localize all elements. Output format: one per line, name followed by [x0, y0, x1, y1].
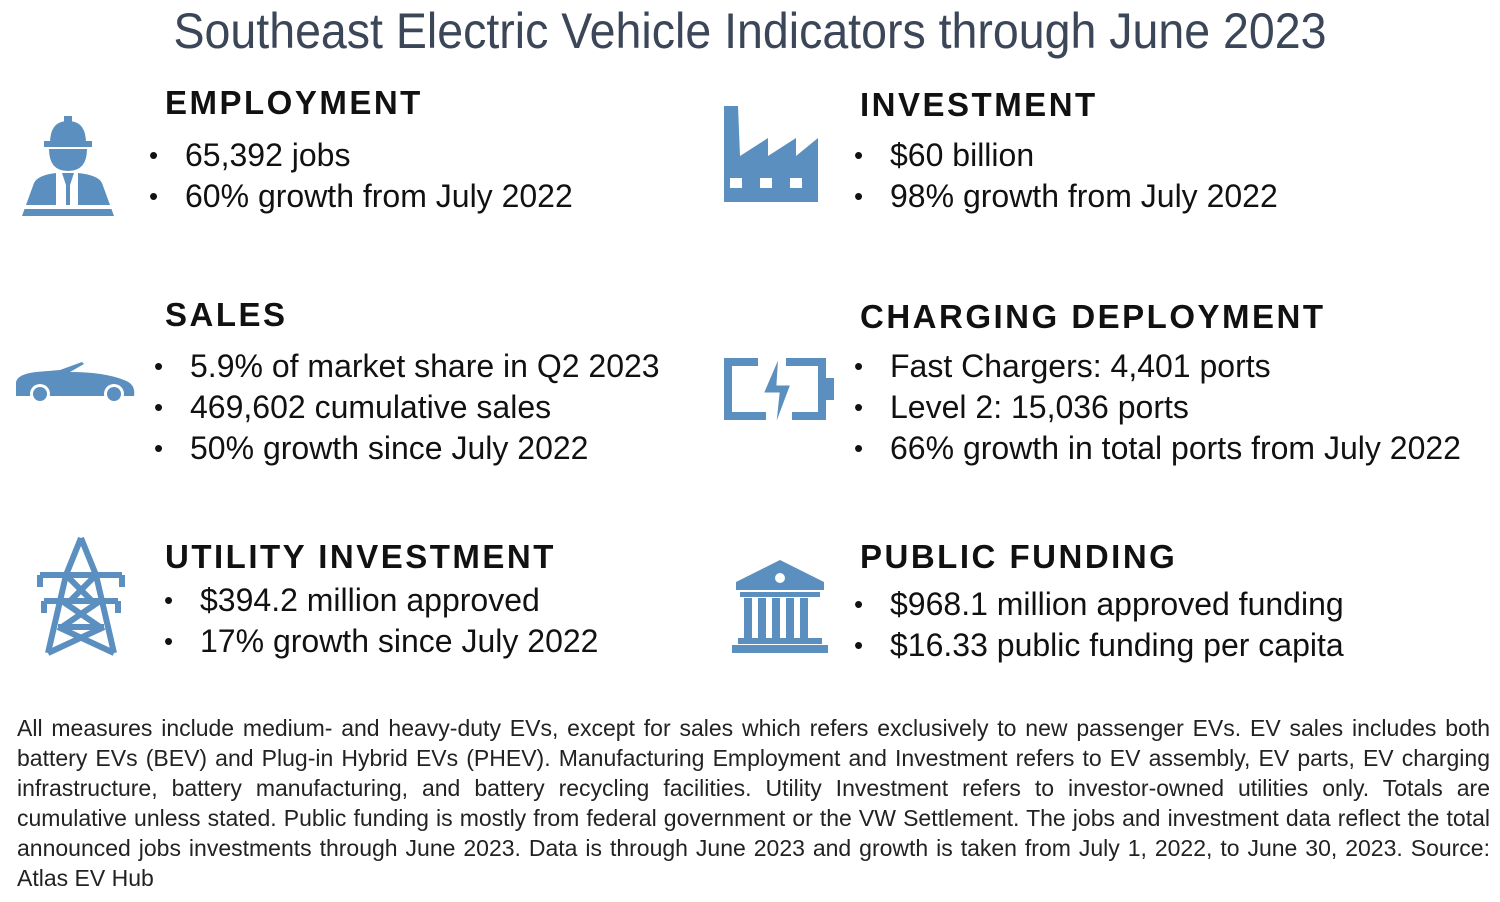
worker-icon [20, 115, 116, 219]
list-item: • 50% growth since July 2022 [154, 430, 589, 466]
power-tower-icon [36, 535, 126, 657]
page-title: Southeast Electric Vehicle Indicators th… [173, 3, 1327, 59]
utility-heading: UTILITY INVESTMENT [165, 538, 556, 575]
list-item: • $394.2 million approved [164, 582, 540, 618]
charging-list: • Fast Chargers: 4,401 ports • Level 2: 15… [854, 346, 1461, 469]
list-item: • 5.9% of market share in Q2 2023 [154, 348, 660, 384]
employment-heading: EMPLOYMENT [165, 84, 423, 121]
utility-list: • $394.2 million approved • 17% growth sin… [164, 580, 599, 662]
list-item: • 66% growth in total ports from July 202… [854, 430, 1461, 466]
footnote: All measures include medium- and heavy-d… [17, 715, 1490, 891]
sales-heading: SALES [165, 296, 288, 333]
list-item: • 17% growth since July 2022 [164, 623, 599, 659]
public-funding-heading: PUBLIC FUNDING [860, 538, 1178, 575]
list-item: • 60% growth from July 2022 [149, 178, 573, 214]
battery-charging-icon [722, 350, 840, 434]
investment-list: • $60 billion • 98% growth from July 2022 [854, 135, 1278, 217]
car-icon [14, 360, 136, 406]
charging-heading: CHARGING DEPLOYMENT [860, 298, 1326, 335]
list-item: • $968.1 million approved funding [854, 586, 1344, 622]
factory-icon [722, 104, 820, 202]
list-item: • $60 billion [854, 137, 1035, 173]
list-item: • 65,392 jobs [149, 137, 351, 173]
sales-list: • 5.9% of market share in Q2 2023 • 469,60… [154, 346, 660, 469]
government-building-icon [730, 558, 830, 654]
list-item: • 98% growth from July 2022 [854, 178, 1278, 214]
list-item: • Level 2: 15,036 ports [854, 389, 1189, 425]
employment-list: • 65,392 jobs • 60% growth from July 2022 [149, 135, 573, 217]
list-item: • $16.33 public funding per capita [854, 627, 1344, 663]
investment-heading: INVESTMENT [860, 86, 1098, 123]
list-item: • 469,602 cumulative sales [154, 389, 552, 425]
list-item: • Fast Chargers: 4,401 ports [854, 348, 1271, 384]
public-funding-list: • $968.1 million approved funding • $16.33… [854, 584, 1344, 666]
